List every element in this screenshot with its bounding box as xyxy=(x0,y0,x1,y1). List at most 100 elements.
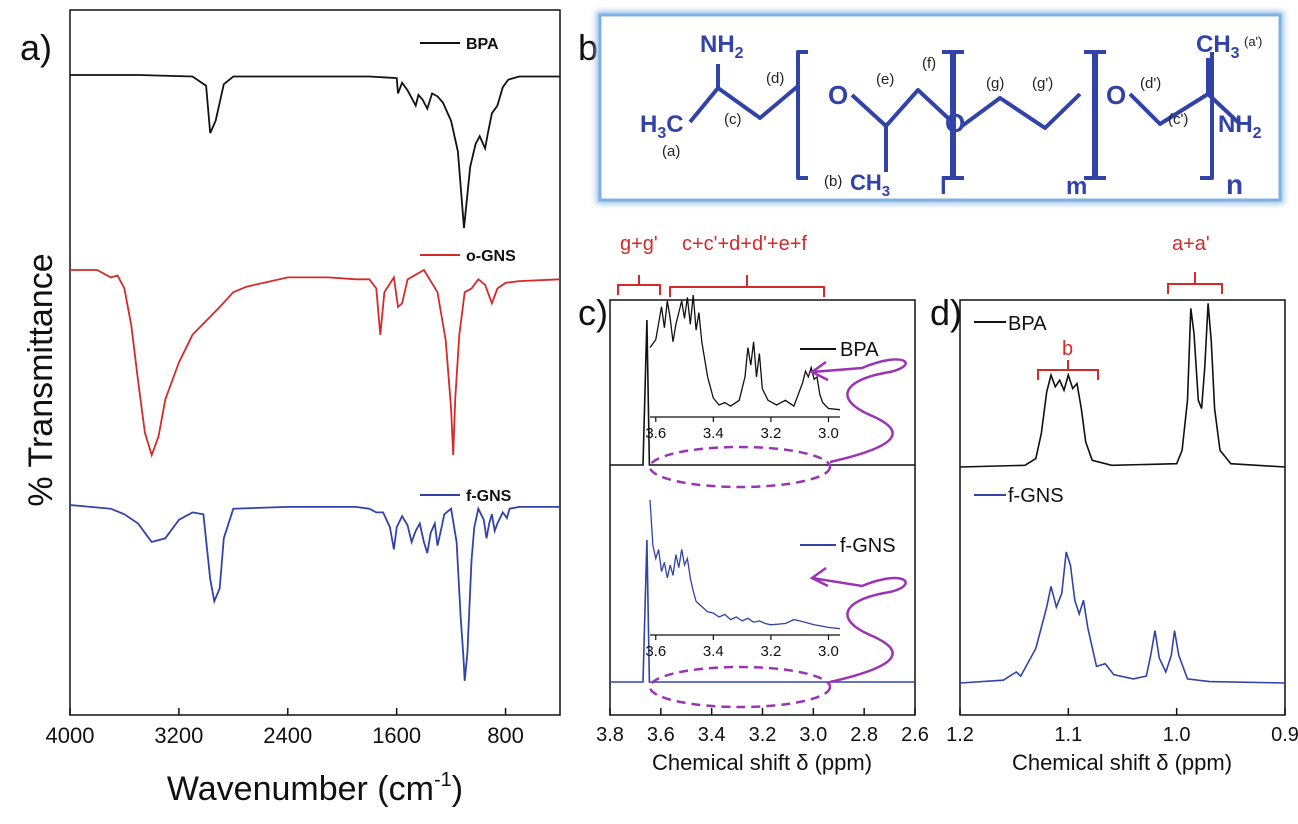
nmr-c-inset-tick-label: 3.4 xyxy=(703,643,724,660)
structure-bonds xyxy=(688,50,1242,180)
panel-a-series: BPA o-GNS f-GNS xyxy=(69,36,561,681)
tag-d: (d) xyxy=(766,70,784,87)
panel-c-xlabel: Chemical shift δ (ppm) xyxy=(652,750,872,775)
panel-c-callouts xyxy=(648,358,907,709)
panel-a-xlabel-close: ) xyxy=(452,770,463,808)
subscript-m: m xyxy=(1066,173,1087,200)
tag-g: (g) xyxy=(986,75,1004,92)
panel-c-x-tick-label: 2.8 xyxy=(850,724,878,746)
ch3-top: CH xyxy=(1196,31,1231,58)
ch3-top-text: CH3 xyxy=(1196,31,1240,62)
group-aa: a+a' xyxy=(1172,233,1210,255)
ch3-mid-text: CH3 xyxy=(850,170,890,200)
panel-c-x-ticks: 3.8 3.6 3.4 3.2 3.0 2.8 2.6 xyxy=(596,708,929,746)
nh2-right-sub: 2 xyxy=(1253,125,1262,142)
panel-d-legend: BPA f-GNS xyxy=(974,313,1064,507)
nh2-top-text: NH2 xyxy=(700,31,744,62)
nh2-top-sub: 2 xyxy=(735,45,744,62)
panel-d-series xyxy=(959,303,1286,684)
callout-arrowhead-fgns xyxy=(809,566,829,588)
panel-d-x-tick-label: 1.1 xyxy=(1054,724,1082,746)
tag-a: (a) xyxy=(662,143,680,160)
structure-labels: NH2 H3C O O O CH3 CH3 NH2 l m n xyxy=(640,31,1262,200)
nmr-d-series-f-gns xyxy=(959,551,1286,684)
panel-c-group-labels: g+g' c+c'+d+d'+e+f xyxy=(617,233,825,297)
panel-a-x-tick-label: 3200 xyxy=(154,723,203,748)
legend-d-bpa: BPA xyxy=(1008,313,1047,335)
panel-d-group-labels: b a+a' xyxy=(1037,233,1223,380)
panel-d-frame xyxy=(959,299,1286,716)
nmr-c-inset-tick-label: 3.6 xyxy=(645,643,666,660)
legend-c-bpa: BPA xyxy=(840,339,879,361)
bracket-gg xyxy=(617,284,661,295)
ch3-mid: CH xyxy=(850,170,882,195)
ir-legend-label: BPA xyxy=(466,36,499,53)
structure-position-tags: (a) (b) (c) (d) (e) (f) (g) (g') (d') (c… xyxy=(662,34,1262,190)
legend-d-fgns: f-GNS xyxy=(1008,485,1064,507)
group-b: b xyxy=(1062,338,1073,360)
ch3-mid-sub: 3 xyxy=(882,183,890,200)
panel-d-x-ticks: 1.2 1.1 1.0 0.9 xyxy=(946,708,1298,746)
tag-c: (c) xyxy=(724,111,742,128)
panel-c-x-tick-label: 3.8 xyxy=(596,724,624,746)
panel-c-x-tick-label: 3.2 xyxy=(749,724,777,746)
panel-a-xlabel-main: Wavenumber (cm xyxy=(167,770,434,808)
callout-arrowhead-bpa xyxy=(809,360,829,382)
panel-c-x-tick-label: 3.0 xyxy=(799,724,827,746)
panel-d-x-tick-label: 1.2 xyxy=(946,724,974,746)
h3c-left-c: C xyxy=(666,111,683,138)
callout-ellipse-bpa xyxy=(648,445,832,489)
nmr-c-inset-tick-label: 3.4 xyxy=(703,425,724,442)
nmr-c-inset-tick-label: 3.0 xyxy=(818,425,839,442)
panel-a-x-ticks: 4000 3200 2400 1600 800 xyxy=(46,708,524,748)
panel-c-x-tick-label: 3.4 xyxy=(698,724,726,746)
tag-a2: (a') xyxy=(1244,34,1262,49)
panel-c-legend: BPA f-GNS xyxy=(800,339,896,557)
nmr-c-inset-tick-label: 3.6 xyxy=(645,425,666,442)
tag-b: (b) xyxy=(824,173,842,190)
panel-a-ylabel: % Transmittance xyxy=(22,253,60,506)
panel-d-label: d) xyxy=(930,292,962,333)
callout-ellipse-fgns xyxy=(648,665,832,709)
panel-c-series: 3.6 3.4 3.2 3.0 3.6 3.4 3.2 3.0 xyxy=(610,294,915,683)
tag-g2: (g') xyxy=(1032,75,1053,92)
tag-f: (f) xyxy=(922,55,936,72)
panel-a-label: a) xyxy=(20,27,52,68)
nh2-right-text: NH2 xyxy=(1218,111,1262,142)
panel-d-xlabel: Chemical shift δ (ppm) xyxy=(1012,750,1232,775)
nmr-c-inset-bpa xyxy=(649,294,841,411)
h3c-left-text: H3C xyxy=(640,111,684,142)
legend-c-fgns: f-GNS xyxy=(840,535,896,557)
panel-a-x-tick-label: 2400 xyxy=(263,723,312,748)
group-gg: g+g' xyxy=(620,233,658,255)
panel-a-xlabel-sup: -1 xyxy=(434,769,452,791)
oxygen-3: O xyxy=(1106,80,1126,110)
tag-d2: (d') xyxy=(1140,75,1161,92)
panel-c-x-tick-label: 2.6 xyxy=(901,724,929,746)
panel-a-x-tick-label: 800 xyxy=(487,723,524,748)
panel-d-x-tick-label: 0.9 xyxy=(1271,724,1298,746)
subscript-n: n xyxy=(1226,169,1243,200)
bracket-aa xyxy=(1167,283,1223,294)
nmr-d-series-bpa xyxy=(959,303,1286,468)
ir-legend-label: o-GNS xyxy=(466,248,516,265)
nh2-right: NH xyxy=(1218,111,1253,138)
callout-arrow-fgns xyxy=(811,576,907,684)
oxygen-2: O xyxy=(945,108,965,138)
panel-c-label: c) xyxy=(578,292,608,333)
group-cdef: c+c'+d+d'+e+f xyxy=(682,233,807,255)
nmr-c-series-bpa xyxy=(610,319,915,466)
panel-d-x-tick-label: 1.0 xyxy=(1163,724,1191,746)
ir-series-bpa xyxy=(70,74,560,229)
ir-legend-label: f-GNS xyxy=(466,488,512,505)
callout-arrow-bpa xyxy=(811,358,907,464)
ir-series-o-gns xyxy=(70,268,561,458)
nmr-c-series-f-gns xyxy=(610,539,915,683)
oxygen-1: O xyxy=(828,80,848,110)
structure-frame xyxy=(598,13,1282,202)
tag-e: (e) xyxy=(876,71,894,88)
subscript-l: l xyxy=(940,173,947,200)
h3c-left: H xyxy=(640,111,657,138)
panel-a-x-tick-label: 1600 xyxy=(372,723,421,748)
nmr-c-inset-f-gns xyxy=(649,499,841,630)
